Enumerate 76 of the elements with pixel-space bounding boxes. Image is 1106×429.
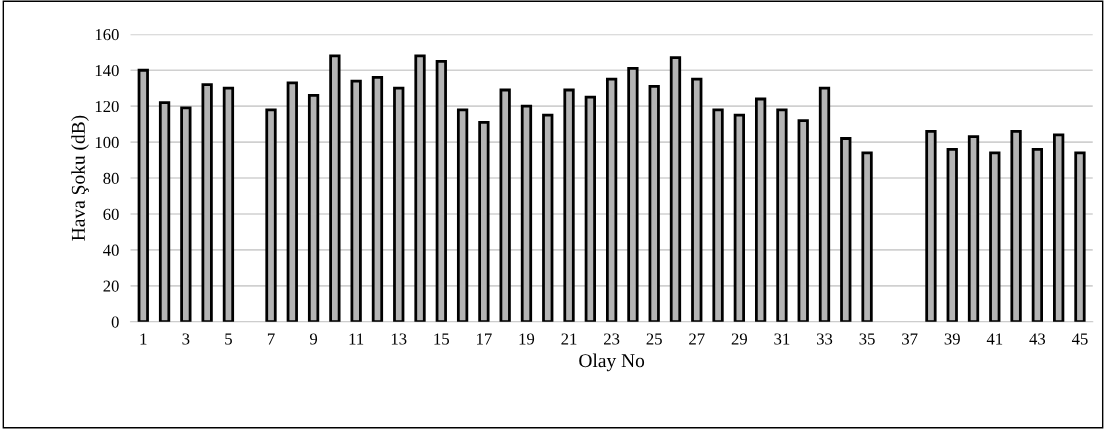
bar: [669, 56, 682, 322]
bar: [180, 106, 192, 322]
bar: [371, 76, 384, 322]
x-tick-label: 7: [267, 333, 275, 345]
y-tick-label: 20: [103, 280, 119, 292]
x-tick-label: 25: [646, 333, 662, 345]
bar: [393, 86, 405, 322]
x-tick-label: 31: [774, 333, 790, 345]
bar: [584, 95, 596, 322]
bar: [605, 77, 618, 322]
x-tick-label: 45: [1071, 333, 1088, 345]
bar: [329, 54, 341, 322]
bar: [350, 79, 362, 322]
x-tick-label: 29: [731, 333, 747, 345]
bar: [1010, 129, 1022, 322]
bar: [627, 67, 639, 322]
bar: [861, 151, 873, 322]
bar: [754, 97, 767, 322]
bar: [307, 94, 320, 322]
bar: [1053, 133, 1065, 322]
x-tick-label: 5: [225, 333, 232, 345]
bar: [1031, 147, 1044, 322]
bar: [286, 81, 298, 322]
bar: [520, 104, 533, 322]
x-tick-label: 27: [689, 333, 705, 345]
y-tick-label: 160: [95, 29, 119, 41]
x-tick-label: 17: [477, 333, 492, 345]
x-tick-label: 41: [986, 333, 1003, 345]
x-tick-label: 37: [902, 333, 918, 345]
y-tick-label: 80: [103, 172, 119, 184]
x-tick-label: 35: [859, 333, 875, 345]
x-tick-label: 19: [519, 333, 535, 345]
bar: [478, 120, 490, 322]
bar: [840, 137, 852, 322]
bar: [542, 113, 554, 322]
y-tick-label: 0: [111, 316, 119, 328]
x-tick-label: 3: [182, 333, 190, 345]
bar: [712, 108, 724, 322]
x-tick-label: 33: [816, 333, 833, 345]
bar: [414, 54, 426, 322]
x-tick-label: 11: [349, 333, 364, 345]
y-tick-label: 120: [95, 100, 119, 113]
x-tick-label: 13: [391, 333, 407, 345]
bar: [733, 113, 745, 322]
y-tick-label: 40: [103, 244, 119, 256]
y-tick-label: 100: [95, 136, 119, 149]
bar: [946, 147, 958, 322]
x-tick-label: 15: [434, 333, 449, 345]
y-tick-label: 60: [103, 208, 119, 220]
x-tick-label: 43: [1029, 333, 1046, 345]
x-tick-label: 1: [140, 333, 147, 345]
x-tick-label: 39: [944, 333, 960, 345]
x-tick-label: 23: [604, 333, 620, 345]
x-tick-label: 9: [309, 333, 318, 345]
bar: [776, 108, 788, 322]
bar: [137, 68, 149, 322]
bar: [158, 101, 171, 322]
bar: [818, 86, 831, 322]
bar: [925, 129, 937, 322]
bar: [499, 88, 511, 322]
bar: [648, 85, 660, 322]
x-tick-label: 21: [561, 333, 577, 345]
bar: [456, 108, 469, 322]
bar: [691, 77, 703, 322]
bar: [967, 135, 980, 322]
x-axis-title: Olay No: [579, 353, 645, 372]
bar: [797, 119, 809, 322]
y-tick-label: 140: [95, 64, 119, 77]
y-axis-title: Hava Şoku (dB): [71, 115, 89, 241]
bar: [222, 86, 235, 322]
bar: [201, 83, 213, 322]
bar: [435, 59, 447, 322]
bar: [265, 108, 277, 322]
bar: [1074, 151, 1086, 322]
bar: [563, 88, 575, 322]
bar: [989, 151, 1001, 322]
